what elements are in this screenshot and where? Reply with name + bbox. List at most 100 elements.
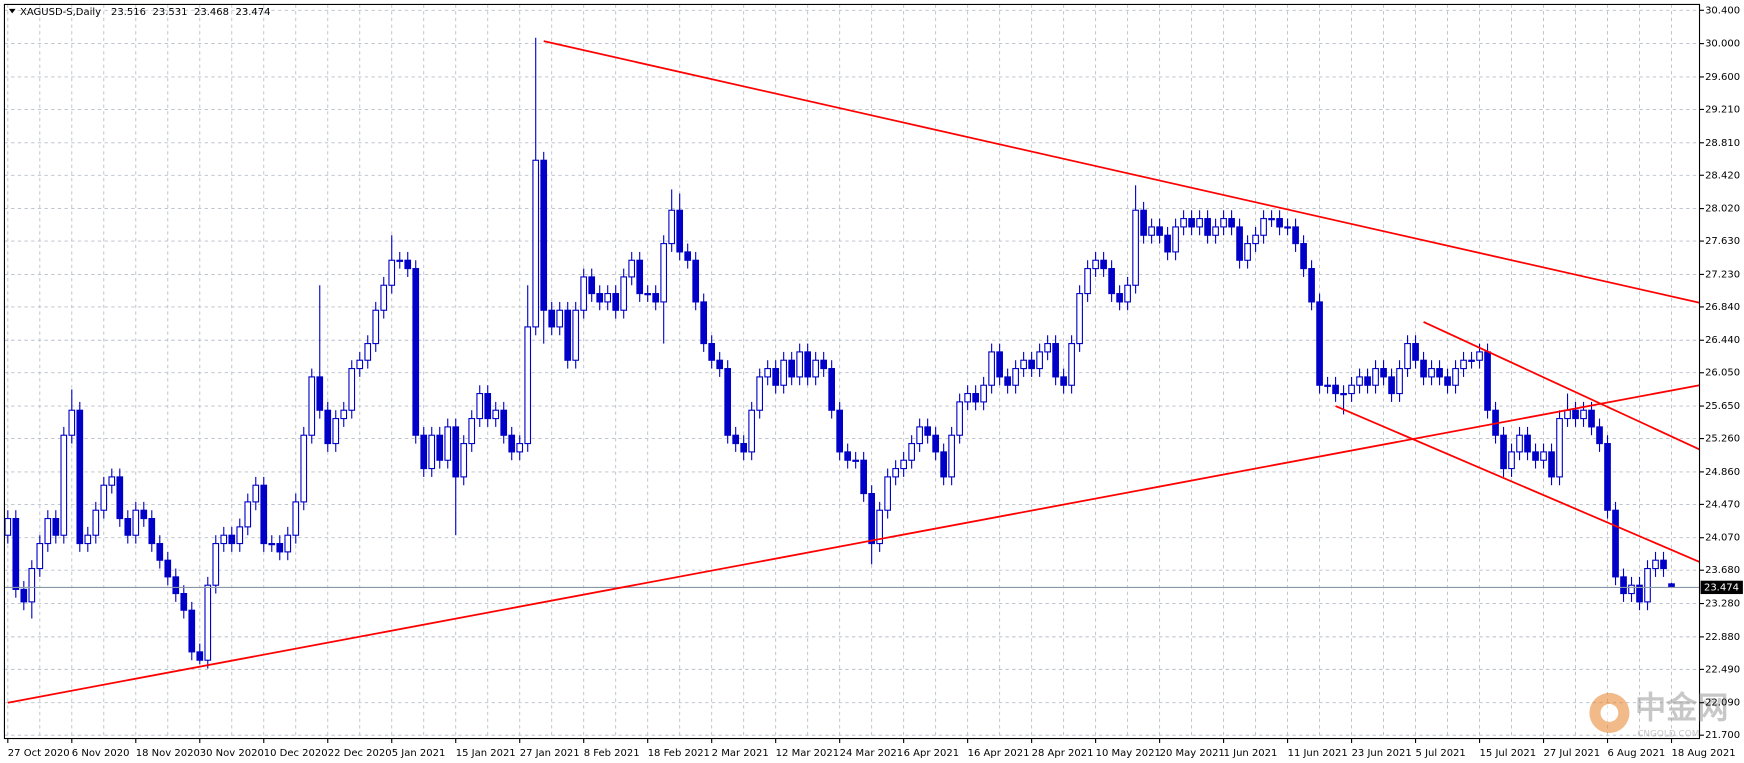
plot-layer (4, 4, 1700, 739)
candle-body-down (1276, 218, 1283, 228)
candle-body-up (332, 418, 340, 445)
candle-body-up (780, 359, 788, 386)
candle-body-down (740, 443, 748, 453)
candle-body-down (316, 376, 324, 411)
candle-body-down (1420, 359, 1427, 378)
y-tick-label: 24.470 (1705, 499, 1740, 510)
candle-body-down (1612, 509, 1619, 578)
y-tick-label: 26.840 (1705, 302, 1740, 313)
candle-body-down (1108, 268, 1115, 295)
candle-body-up (100, 484, 108, 511)
y-tick-label: 29.600 (1705, 72, 1740, 83)
candle-body-up (620, 276, 628, 311)
candle-body-up (1076, 293, 1083, 345)
candle-body-down (612, 293, 620, 311)
candle-body-down (1572, 409, 1579, 420)
y-tick-label: 29.210 (1705, 104, 1740, 115)
x-tick-label: 15 Jul 2021 (1480, 748, 1537, 759)
candle-body-up (1356, 376, 1363, 386)
menu-arrow[interactable] (8, 8, 16, 14)
candle-body-down (180, 592, 188, 611)
y-tick-label: 24.860 (1705, 467, 1740, 478)
candle-body-up (556, 309, 564, 328)
candle-body-up (84, 534, 92, 545)
candle-body-up (884, 476, 891, 511)
candle-body-down (1052, 343, 1059, 378)
candle-body-up (340, 409, 348, 420)
candle-body-up (1580, 409, 1587, 420)
candle-body-down (1188, 218, 1195, 228)
candle-body-up (964, 393, 971, 403)
symbol-title: XAGUSD-S,Daily (20, 7, 101, 18)
candle-body-down (996, 351, 1003, 378)
candle-body-up (132, 509, 140, 536)
x-tick-label: 23 Jun 2021 (1352, 748, 1412, 759)
candle-body-up (1124, 284, 1131, 303)
candle-body-down (596, 293, 604, 303)
candle-body-up (1348, 384, 1355, 395)
y-tick-label: 23.680 (1705, 565, 1740, 576)
candle-body-up (1020, 359, 1027, 370)
candle-body-down (1116, 293, 1123, 303)
candle-body-up (372, 309, 380, 345)
candle-body-up (516, 443, 524, 453)
candle-body-up (1252, 234, 1259, 245)
x-tick-label: 30 Nov 2020 (200, 748, 264, 759)
candle-body-down (836, 409, 843, 453)
header-open: 23.516 (111, 7, 146, 18)
candle-body-up (908, 443, 915, 461)
candle-body-down (540, 159, 548, 311)
candle-body-up (356, 359, 364, 370)
candle-body-up (388, 259, 396, 286)
candle-body-down (548, 309, 556, 328)
candle-body-down (1028, 359, 1035, 370)
candle-body-up (900, 459, 907, 470)
y-tick-label: 28.810 (1705, 138, 1740, 149)
candle-body-up (1628, 584, 1635, 595)
candle-body-down (708, 343, 716, 361)
candle-body-down (420, 434, 428, 470)
candle-body-down (644, 293, 652, 296)
candle-body-down (1060, 376, 1067, 386)
candle-body-down (1340, 393, 1347, 396)
candle-body-up (1220, 218, 1227, 228)
y-tick-label: 30.000 (1705, 39, 1740, 50)
candle-body-up (1540, 451, 1547, 461)
candle-body-down (724, 368, 732, 436)
candle-body-up (1508, 451, 1515, 470)
candle-body-up (1564, 409, 1571, 420)
y-tick-label: 28.020 (1705, 204, 1740, 215)
candle-body-up (212, 542, 220, 586)
candle-body-down (844, 451, 851, 461)
candle-body-up (796, 351, 804, 378)
y-tick-label: 21.700 (1705, 730, 1740, 741)
x-tick-label: 1 Jun 2021 (1224, 748, 1278, 759)
x-tick-label: 18 Aug 2021 (1672, 748, 1736, 759)
candle-body-up (572, 309, 580, 361)
candle-body-up (1644, 567, 1651, 603)
candle-body-up (252, 484, 260, 503)
candle-body-up (1180, 218, 1187, 228)
candle-body-down (1284, 226, 1291, 229)
candle-body-up (1372, 368, 1379, 386)
candle-body-up (476, 393, 484, 420)
x-tick-label: 22 Dec 2020 (328, 748, 392, 759)
candle-body-down (1300, 243, 1307, 270)
candle-body-up (1036, 351, 1043, 370)
candle-body-down (1412, 343, 1419, 361)
candle-body-down (868, 493, 875, 545)
candle-body-up (428, 434, 436, 470)
x-tick-label: 6 Nov 2020 (72, 748, 130, 759)
x-tick-label: 18 Nov 2020 (136, 748, 200, 759)
candle-body-down (1324, 384, 1331, 387)
candle-body-down (772, 368, 780, 386)
x-tick-label: 27 Jan 2021 (520, 748, 580, 759)
candle-body-up (292, 501, 300, 536)
candle-body-up (1044, 343, 1051, 353)
candle-body-down (788, 359, 796, 378)
candle-body-up (764, 368, 772, 378)
candle-body-down (436, 434, 444, 461)
candle-body-down (20, 588, 28, 603)
candle-body-down (940, 451, 947, 478)
